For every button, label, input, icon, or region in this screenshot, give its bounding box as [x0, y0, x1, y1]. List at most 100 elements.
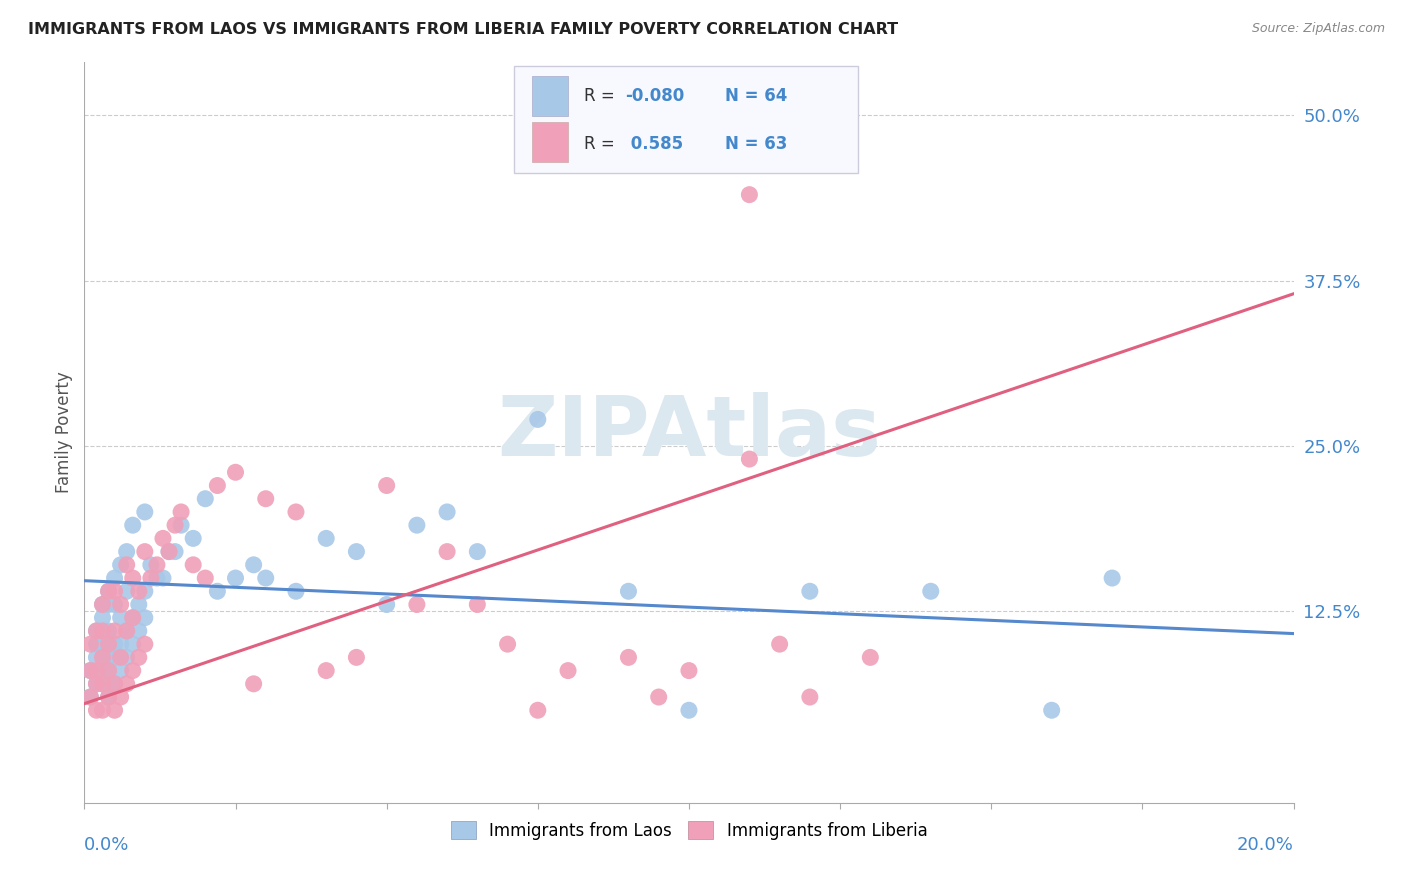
Point: [315, 664, 337, 678]
Point: [648, 690, 671, 704]
Point: [110, 558, 132, 572]
Point: [121, 611, 143, 625]
FancyBboxPatch shape: [531, 76, 568, 117]
Point: [110, 611, 132, 625]
Point: [152, 532, 174, 546]
Point: [97, 664, 120, 678]
Point: [527, 703, 550, 717]
Point: [97, 650, 120, 665]
Point: [121, 637, 143, 651]
Point: [86, 637, 108, 651]
Point: [110, 664, 132, 678]
Point: [1101, 571, 1123, 585]
Text: 20.0%: 20.0%: [1237, 836, 1294, 854]
Point: [617, 584, 640, 599]
Point: [128, 584, 150, 599]
Point: [97, 637, 120, 651]
Point: [406, 518, 429, 533]
Point: [146, 571, 169, 585]
Point: [194, 571, 217, 585]
Point: [346, 544, 368, 558]
Point: [527, 412, 550, 426]
Point: [920, 584, 942, 599]
Point: [617, 650, 640, 665]
Point: [104, 571, 127, 585]
Point: [91, 611, 114, 625]
Point: [157, 544, 180, 558]
Point: [121, 518, 143, 533]
Point: [152, 571, 174, 585]
Point: [86, 624, 108, 638]
Point: [121, 571, 143, 585]
Point: [315, 532, 337, 546]
Point: [104, 598, 127, 612]
Point: [104, 677, 127, 691]
Point: [110, 650, 132, 665]
Point: [557, 664, 579, 678]
Point: [242, 558, 264, 572]
Text: 0.0%: 0.0%: [84, 836, 129, 854]
Point: [165, 518, 187, 533]
Y-axis label: Family Poverty: Family Poverty: [55, 372, 73, 493]
Point: [738, 187, 761, 202]
Point: [104, 650, 127, 665]
Point: [207, 584, 229, 599]
Point: [104, 624, 127, 638]
Point: [678, 703, 700, 717]
Point: [115, 558, 138, 572]
Point: [242, 677, 264, 691]
Point: [146, 558, 169, 572]
Point: [104, 677, 127, 691]
Point: [97, 624, 120, 638]
Point: [157, 544, 180, 558]
Point: [134, 584, 156, 599]
Point: [738, 452, 761, 467]
Point: [91, 664, 114, 678]
Point: [115, 624, 138, 638]
Point: [104, 637, 127, 651]
Point: [110, 598, 132, 612]
Point: [346, 650, 368, 665]
Text: 0.585: 0.585: [624, 135, 683, 153]
Point: [170, 505, 193, 519]
Point: [86, 703, 108, 717]
Point: [436, 505, 458, 519]
FancyBboxPatch shape: [531, 121, 568, 162]
Point: [91, 598, 114, 612]
Point: [225, 465, 247, 479]
Text: IMMIGRANTS FROM LAOS VS IMMIGRANTS FROM LIBERIA FAMILY POVERTY CORRELATION CHART: IMMIGRANTS FROM LAOS VS IMMIGRANTS FROM …: [28, 22, 898, 37]
Point: [110, 637, 132, 651]
Legend: Immigrants from Laos, Immigrants from Liberia: Immigrants from Laos, Immigrants from Li…: [444, 814, 934, 847]
Point: [207, 478, 229, 492]
Point: [97, 690, 120, 704]
Point: [859, 650, 882, 665]
Point: [86, 650, 108, 665]
Point: [496, 637, 519, 651]
Point: [285, 505, 308, 519]
Point: [254, 571, 277, 585]
Point: [181, 558, 204, 572]
Point: [799, 584, 821, 599]
Point: [467, 544, 489, 558]
Point: [97, 598, 120, 612]
Point: [79, 690, 101, 704]
Point: [769, 637, 792, 651]
Point: [128, 624, 150, 638]
Point: [104, 703, 127, 717]
Point: [375, 478, 398, 492]
Point: [115, 624, 138, 638]
Point: [128, 650, 150, 665]
Point: [91, 703, 114, 717]
Point: [79, 664, 101, 678]
FancyBboxPatch shape: [513, 66, 858, 173]
Point: [121, 611, 143, 625]
Text: N = 63: N = 63: [725, 135, 787, 153]
Point: [97, 584, 120, 599]
Point: [86, 677, 108, 691]
Point: [104, 584, 127, 599]
Point: [134, 505, 156, 519]
Point: [91, 677, 114, 691]
Text: ZIPAtlas: ZIPAtlas: [496, 392, 882, 473]
Point: [86, 624, 108, 638]
Text: N = 64: N = 64: [725, 87, 787, 104]
